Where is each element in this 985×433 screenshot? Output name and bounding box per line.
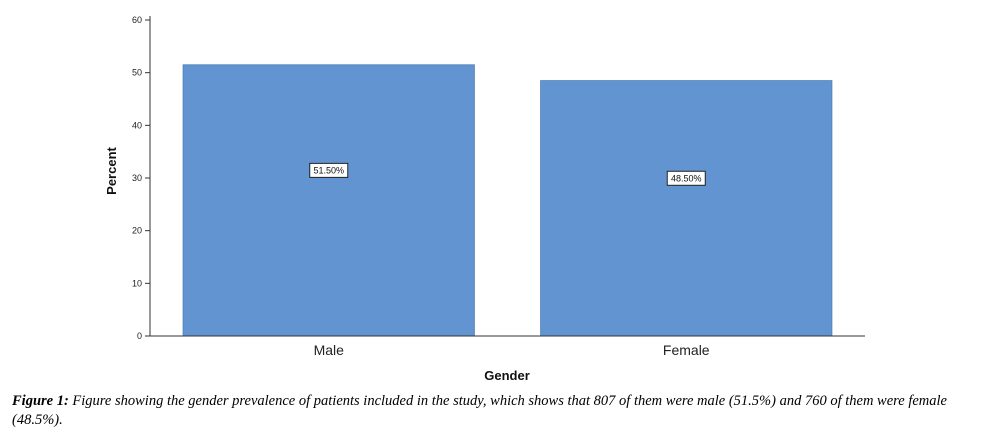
y-axis-ticks: 0 10 20 30 40 50 60 — [132, 15, 150, 341]
data-labels: 51.50% 48.50% — [309, 162, 706, 186]
data-label-box — [309, 162, 349, 178]
x-tick-label-male: Male — [314, 342, 345, 358]
data-label-female: 48.50% — [671, 173, 702, 183]
data-label-male: 51.50% — [313, 165, 344, 175]
x-tick-label-female: Female — [663, 342, 710, 358]
y-tick-label: 50 — [132, 68, 142, 78]
bar-male — [182, 64, 475, 337]
bar-chart: 0 10 20 30 40 50 60 51.50% 48.50% Male Female Pe… — [104, 15, 865, 383]
y-tick-label: 40 — [132, 120, 142, 130]
y-tick-label: 10 — [132, 278, 142, 288]
y-tick-label: 30 — [132, 173, 142, 183]
data-label-box — [666, 170, 706, 186]
y-tick-label: 0 — [137, 331, 142, 341]
caption-text: Figure showing the gender prevalence of … — [12, 393, 947, 428]
caption-label: Figure 1: — [12, 393, 69, 409]
x-axis-tick-labels: Male Female — [314, 342, 710, 358]
figure-caption: Figure 1: Figure showing the gender prev… — [12, 392, 977, 430]
y-axis-title: Percent — [104, 146, 119, 194]
x-axis-title: Gender — [484, 368, 530, 383]
bar-female — [540, 80, 833, 337]
bars — [182, 64, 833, 337]
y-tick-label: 60 — [132, 15, 142, 25]
y-tick-label: 20 — [132, 226, 142, 236]
